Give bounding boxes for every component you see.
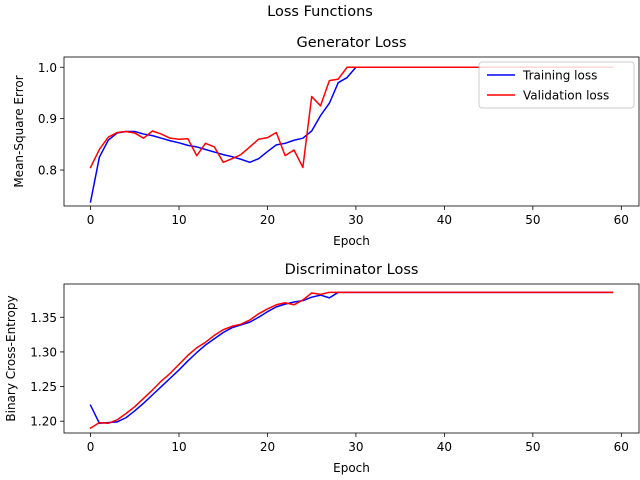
x-tick-label: 60: [614, 213, 629, 227]
x-tick-label: 0: [87, 213, 95, 227]
y-tick-label: 1.25: [30, 380, 57, 394]
y-tick-label: 1.0: [38, 61, 57, 75]
x-tick-label: 50: [525, 440, 540, 454]
figure-title: Loss Functions: [267, 4, 373, 20]
x-tick-label: 10: [171, 440, 186, 454]
y-tick-label: 0.9: [38, 112, 57, 126]
x-tick-label: 20: [260, 213, 275, 227]
x-tick-label: 60: [614, 440, 629, 454]
x-axis-label: Epoch: [333, 461, 370, 475]
x-axis-label: Epoch: [333, 234, 370, 248]
panel-title: Discriminator Loss: [285, 262, 419, 278]
x-tick-label: 30: [348, 213, 363, 227]
x-tick-label: 10: [171, 213, 186, 227]
legend: Training loss Validation loss: [478, 61, 635, 109]
y-tick-label: 1.35: [30, 311, 57, 325]
plot-frame: [63, 56, 640, 207]
legend-label-training: Training loss: [522, 69, 597, 83]
panel-title: Generator Loss: [296, 35, 406, 51]
x-tick-label: 40: [437, 213, 452, 227]
panel-1: Generator Loss 0 10 20 30 40 50 60 0.8 0.9 1.0 Epoc…: [12, 35, 640, 248]
plot-frame: [63, 283, 640, 434]
y-tick-label: 1.30: [30, 345, 57, 359]
panel-2: Discriminator Loss 0 10 20 30 40 50 60 1.20 1.25 1…: [4, 262, 640, 475]
x-tick-label: 50: [525, 213, 540, 227]
y-tick-label: 1.20: [30, 415, 57, 429]
x-tick-label: 0: [87, 440, 95, 454]
y-tick-label: 0.8: [38, 164, 57, 178]
legend-label-validation: Validation loss: [523, 89, 609, 103]
y-axis-label: Binary Cross-Entropy: [4, 295, 18, 421]
legend-box: [478, 61, 635, 109]
series-line-validation: [89, 291, 614, 430]
y-axis-label: Mean-Square Error: [12, 75, 26, 187]
x-tick-label: 20: [260, 440, 275, 454]
x-tick-label: 30: [348, 440, 363, 454]
x-tick-label: 40: [437, 440, 452, 454]
